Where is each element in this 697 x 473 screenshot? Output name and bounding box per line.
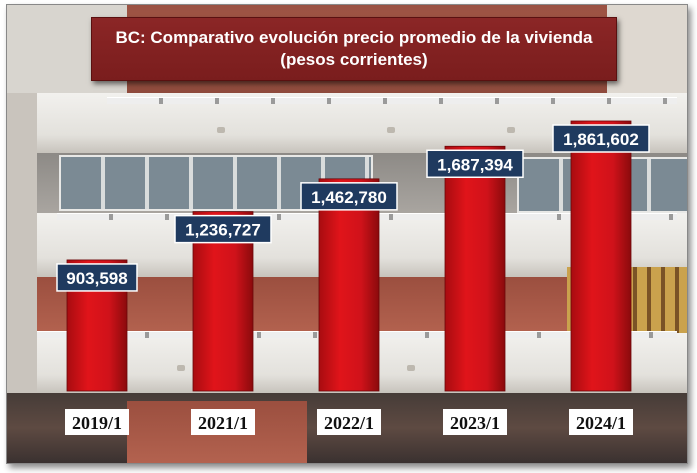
x-tick-box — [65, 409, 129, 435]
x-tick-label: 2022/1 — [324, 413, 374, 433]
value-label-box — [300, 182, 398, 211]
chart-subtitle: (pesos corrientes) — [280, 50, 428, 69]
value-label: 1,236,727 — [185, 221, 261, 240]
background-lamp — [217, 127, 225, 133]
background-lamp — [177, 365, 185, 371]
x-tick-box — [317, 409, 381, 435]
x-tick-label: 2021/1 — [198, 413, 248, 433]
value-label-box — [552, 124, 650, 153]
background-lamp — [387, 127, 395, 133]
x-tick-box — [191, 409, 255, 435]
chart-title-box: BC: Comparativo evolución precio promedi… — [91, 17, 617, 81]
x-tick-box — [443, 409, 507, 435]
value-label: 1,687,394 — [437, 155, 513, 174]
value-labels-layer: 903,598 1,236,727 1,462,780 1,687,394 1,861,… — [56, 124, 650, 292]
x-axis-ticks-layer: 2019/1 2021/1 2022/1 2023/1 2024/1 — [65, 409, 633, 435]
value-label-box — [174, 214, 272, 244]
x-tick-label: 2019/1 — [72, 413, 122, 433]
background-window — [59, 155, 373, 211]
bar-chart: 903,598 1,236,727 1,462,780 1,687,394 1,861,… — [56, 120, 650, 435]
chart-frame: 903,598 1,236,727 1,462,780 1,687,394 1,861,… — [6, 4, 688, 464]
value-label: 1,462,780 — [311, 188, 387, 207]
bars-layer — [66, 120, 632, 392]
background-railing — [107, 97, 677, 104]
background-right-pillar — [607, 5, 687, 93]
bar-2023/1 — [444, 145, 506, 392]
x-tick-label: 2024/1 — [576, 413, 626, 433]
bar-2022/1 — [318, 178, 380, 392]
value-label: 1,861,602 — [563, 130, 639, 149]
chart-title: BC: Comparativo evolución precio promedi… — [115, 28, 593, 47]
value-label-box — [426, 149, 524, 179]
x-tick-label: 2023/1 — [450, 413, 500, 433]
bar-2024/1 — [570, 120, 632, 392]
background-lamp — [407, 365, 415, 371]
background-lamp — [507, 127, 515, 133]
value-label: 903,598 — [66, 269, 127, 288]
value-label-box — [56, 263, 138, 292]
x-tick-box — [569, 409, 633, 435]
